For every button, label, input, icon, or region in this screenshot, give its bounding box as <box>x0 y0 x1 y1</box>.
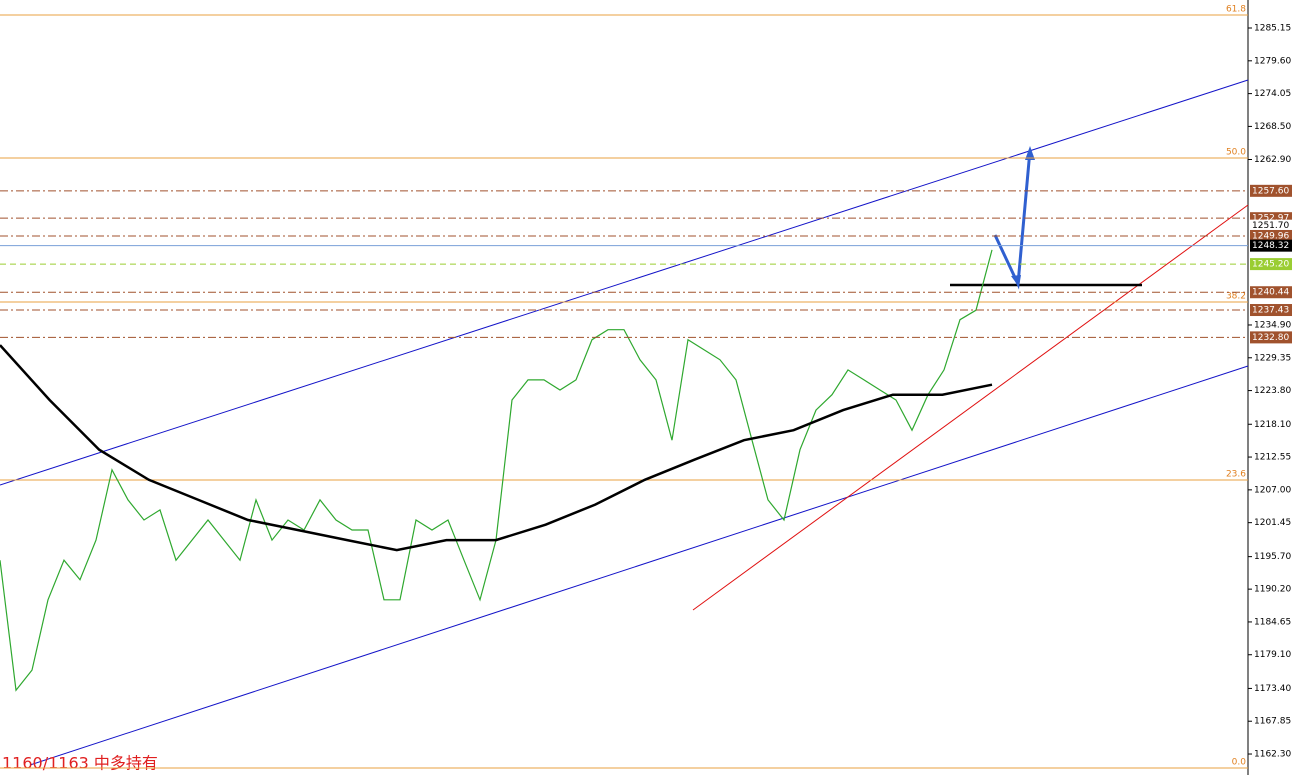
y-tick-label: 1234.90 <box>1254 320 1291 330</box>
arrow-head <box>1025 146 1035 160</box>
trendline <box>692 204 1249 611</box>
level-label: 1240.44 <box>1252 288 1289 298</box>
y-tick-label: 1207.00 <box>1254 485 1291 495</box>
y-tick-label: 1195.70 <box>1254 552 1291 562</box>
annotation: 1160/1163 中多持有 <box>2 754 158 773</box>
level-label: 1248.32 <box>1252 241 1289 251</box>
y-tick-label: 1162.30 <box>1254 750 1291 760</box>
y-tick-label: 1179.10 <box>1254 650 1291 660</box>
level-box <box>1250 219 1292 232</box>
y-tick-label: 1201.45 <box>1254 518 1291 528</box>
fib-label: 50.0 <box>1226 147 1246 157</box>
level-label: 1249.96 <box>1252 231 1289 241</box>
y-tick-label: 1218.10 <box>1254 420 1291 430</box>
level-box <box>1250 229 1292 242</box>
level-label: 1245.20 <box>1252 260 1289 270</box>
y-tick-label: 1268.50 <box>1254 122 1291 132</box>
price-line <box>0 249 993 692</box>
level-box <box>1250 286 1292 299</box>
y-tick-label: 1229.35 <box>1254 353 1291 363</box>
level-box <box>1250 184 1292 197</box>
y-tick-label: 1173.40 <box>1254 684 1291 694</box>
level-label: 1237.43 <box>1252 306 1289 316</box>
channel-lower <box>29 365 1249 766</box>
level-box <box>1250 304 1292 317</box>
y-tick-label: 1184.65 <box>1254 617 1291 627</box>
fib-label: 38.2 <box>1226 291 1246 301</box>
level-box <box>1250 331 1292 344</box>
level-label: 1251.70 <box>1252 221 1289 231</box>
y-tick-label: 1279.60 <box>1254 56 1291 66</box>
channel-upper <box>0 79 1249 486</box>
y-tick-label: 1262.90 <box>1254 155 1291 165</box>
y-tick-label: 1190.20 <box>1254 585 1291 595</box>
moving-average <box>0 344 993 552</box>
y-tick-label: 1212.55 <box>1254 453 1291 463</box>
y-tick-label: 1285.15 <box>1254 24 1291 34</box>
y-tick-label: 1274.05 <box>1254 89 1291 99</box>
y-tick-label: 1167.85 <box>1254 717 1291 727</box>
fib-label: 61.8 <box>1226 5 1246 15</box>
level-box <box>1250 258 1292 271</box>
level-label: 1257.60 <box>1252 186 1289 196</box>
fib-label: 23.6 <box>1226 469 1246 479</box>
level-label: 1232.80 <box>1252 333 1289 343</box>
level-label: 1252.97 <box>1252 214 1289 224</box>
arrow-head <box>1011 275 1021 287</box>
level-box <box>1250 239 1292 252</box>
y-tick-label: 1223.80 <box>1254 386 1291 396</box>
fib-label: 0.0 <box>1232 757 1247 767</box>
